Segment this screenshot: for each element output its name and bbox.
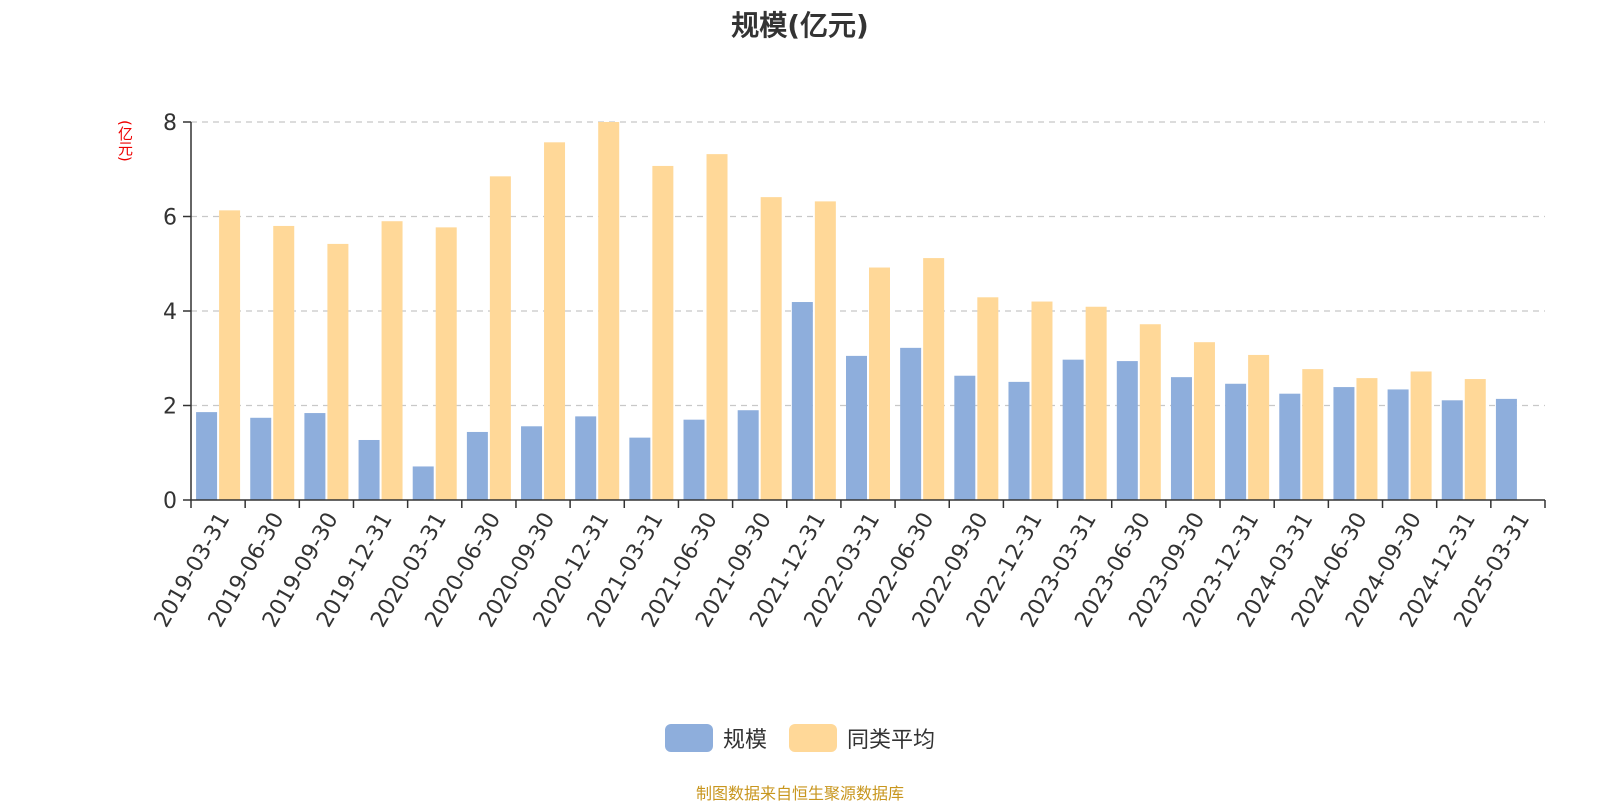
legend: 规模 同类平均 <box>0 722 1600 754</box>
chart-title: 规模(亿元) <box>731 9 869 42</box>
bar-peer-average[interactable] <box>1302 369 1324 500</box>
bar-peer-average[interactable] <box>652 165 674 500</box>
bar-scale[interactable] <box>846 355 867 500</box>
bar-peer-average[interactable] <box>219 210 241 501</box>
bar-scale[interactable] <box>196 412 218 500</box>
bar-scale[interactable] <box>250 417 272 500</box>
bar-scale[interactable] <box>683 419 705 500</box>
bar-peer-average[interactable] <box>1356 378 1378 500</box>
bar-scale[interactable] <box>954 375 976 500</box>
y-axis-unit-label: (亿元) <box>116 120 134 162</box>
bar-peer-average[interactable] <box>1031 301 1053 500</box>
y-tick-label: 4 <box>163 300 177 325</box>
bar-peer-average[interactable] <box>544 142 566 500</box>
bars <box>196 122 1517 501</box>
bar-peer-average[interactable] <box>1193 342 1215 500</box>
legend-label-scale: 规模 <box>722 728 767 753</box>
bar-scale[interactable] <box>629 437 651 500</box>
legend-item-scale[interactable]: 规模 <box>664 722 767 754</box>
bar-chart: 024682019-03-312019-06-302019-09-302019-… <box>150 111 1546 632</box>
bar-scale[interactable] <box>1225 383 1247 500</box>
bar-scale[interactable] <box>1279 393 1301 500</box>
bar-scale[interactable] <box>791 302 813 500</box>
bar-scale[interactable] <box>466 431 488 500</box>
bar-peer-average[interactable] <box>1139 324 1161 500</box>
y-tick-label: 2 <box>163 395 177 420</box>
y-tick-label: 0 <box>163 489 177 514</box>
bar-peer-average[interactable] <box>598 122 620 500</box>
bar-scale[interactable] <box>358 439 380 500</box>
bar-scale[interactable] <box>1495 398 1517 500</box>
bar-peer-average[interactable] <box>381 221 403 500</box>
bar-peer-average[interactable] <box>327 243 349 500</box>
bar-scale[interactable] <box>575 416 597 500</box>
bar-scale[interactable] <box>1170 377 1192 500</box>
bar-scale[interactable] <box>412 466 434 500</box>
bar-peer-average[interactable] <box>273 225 295 500</box>
bar-scale[interactable] <box>1387 389 1409 500</box>
legend-label-peer-average: 同类平均 <box>847 728 936 753</box>
bar-peer-average[interactable] <box>706 154 728 500</box>
bar-scale[interactable] <box>1116 361 1138 500</box>
legend-swatch-scale <box>664 724 713 752</box>
bar-peer-average[interactable] <box>869 267 890 500</box>
bar-scale[interactable] <box>1062 359 1084 500</box>
source-note: 制图数据来自恒生聚源数据库 <box>695 784 904 803</box>
bar-peer-average[interactable] <box>814 201 836 500</box>
bar-peer-average[interactable] <box>1085 306 1107 500</box>
bar-peer-average[interactable] <box>977 297 999 500</box>
bar-scale[interactable] <box>521 426 543 500</box>
y-tick-label: 6 <box>163 206 177 231</box>
bar-scale[interactable] <box>1333 387 1355 500</box>
bar-scale[interactable] <box>1441 400 1463 500</box>
bar-peer-average[interactable] <box>760 197 782 500</box>
bar-scale[interactable] <box>737 410 759 500</box>
bar-peer-average[interactable] <box>435 227 457 500</box>
bar-peer-average[interactable] <box>489 176 511 500</box>
bar-scale[interactable] <box>1008 381 1030 500</box>
y-tick-label: 8 <box>163 111 177 136</box>
legend-item-peer-average[interactable]: 同类平均 <box>789 722 935 754</box>
bar-peer-average[interactable] <box>1410 371 1432 500</box>
bar-scale[interactable] <box>304 413 326 500</box>
grid-lines <box>191 121 1545 407</box>
bar-peer-average[interactable] <box>1248 354 1270 500</box>
legend-swatch-peer-average <box>789 724 837 752</box>
bar-peer-average[interactable] <box>1464 379 1486 500</box>
bar-scale[interactable] <box>900 347 922 500</box>
bar-peer-average[interactable] <box>923 258 945 500</box>
